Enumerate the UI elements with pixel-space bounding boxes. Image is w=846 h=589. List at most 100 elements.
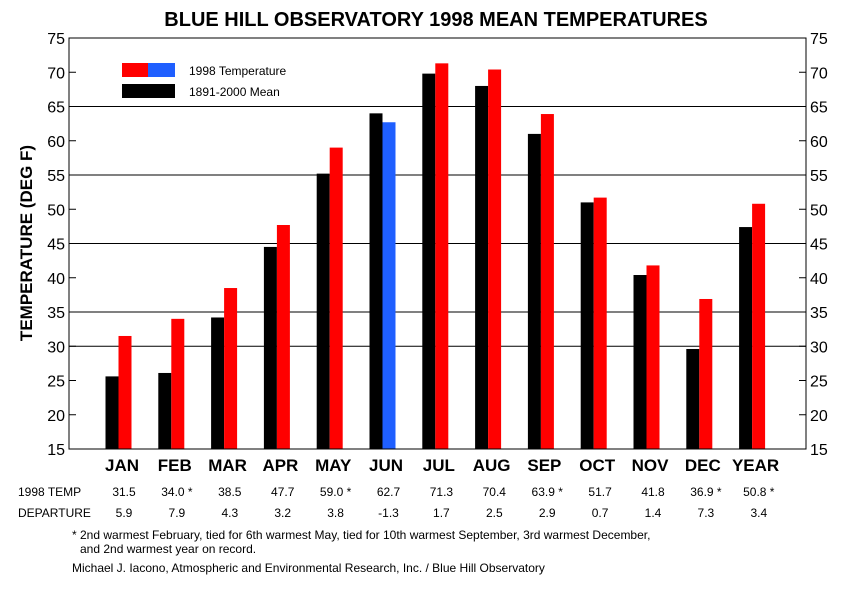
tick-right-label-75: 75 (810, 31, 828, 48)
category-label-aug: AUG (473, 456, 511, 475)
departure-value-feb: 7.9 (169, 506, 186, 520)
chart-title: BLUE HILL OBSERVATORY 1998 MEAN TEMPERAT… (164, 9, 707, 31)
footnote-line-2: and 2nd warmest year on record. (80, 542, 256, 556)
tick-left-label-25: 25 (47, 374, 65, 391)
bar-1998-sep (540, 114, 554, 449)
tick-left-label-65: 65 (47, 100, 65, 117)
departure-value-oct: 0.7 (592, 506, 609, 520)
tick-right-label-45: 45 (810, 237, 828, 254)
temp-value-feb: 34.0 * (161, 485, 193, 499)
departure-value-jul: 1.7 (433, 506, 450, 520)
temp-value-apr: 47.7 (271, 485, 295, 499)
legend-swatch-1998-red (122, 63, 148, 77)
bar-mean-sep (527, 133, 541, 449)
temp-value-jan: 31.5 (112, 485, 136, 499)
tick-right-label-65: 65 (810, 100, 828, 117)
y-axis-label: TEMPERATURE (DEG F) (17, 145, 36, 341)
tick-right-label-30: 30 (810, 339, 828, 356)
departure-value-jun: -1.3 (378, 506, 399, 520)
departure-value-aug: 2.5 (486, 506, 503, 520)
tick-left-label-40: 40 (47, 271, 65, 288)
departure-value-jan: 5.9 (116, 506, 133, 520)
y-axis-ticks: 15 15 20 20 25 25 30 30 35 35 40 40 45 45 50 50 55 55 60 60… (47, 31, 828, 459)
bar-mean-mar (211, 317, 225, 449)
x-axis-categories: JAN FEB MAR APR MAY JUN JUL AUG SEP OCT NOV DEC YEAR (105, 456, 779, 475)
temp-value-mar: 38.5 (218, 485, 242, 499)
table-row-label-departure: DEPARTURE (18, 506, 91, 520)
category-label-feb: FEB (158, 456, 192, 475)
bar-1998-feb (171, 318, 185, 449)
departure-value-dec: 7.3 (698, 506, 715, 520)
tick-left-label-60: 60 (47, 134, 65, 151)
bar-1998-mar (224, 288, 238, 449)
tick-left-label-30: 30 (47, 339, 65, 356)
tick-left-label-70: 70 (47, 65, 65, 82)
footnote-line-1: * 2nd warmest February, tied for 6th war… (72, 528, 650, 542)
bar-mean-feb (158, 372, 172, 449)
bar-mean-may (316, 173, 330, 449)
temp-value-aug: 70.4 (483, 485, 507, 499)
bar-mean-nov (633, 275, 647, 449)
bar-1998-may (329, 147, 343, 449)
bar-1998-jul (435, 63, 449, 449)
tick-left-label-75: 75 (47, 31, 65, 48)
bar-1998-dec (699, 298, 713, 449)
bar-mean-apr (263, 246, 277, 449)
tick-right-label-25: 25 (810, 374, 828, 391)
category-label-jul: JUL (423, 456, 455, 475)
bar-mean-jan (105, 376, 119, 449)
bar-1998-jun (382, 122, 396, 449)
bar-mean-year (739, 227, 753, 449)
tick-left-label-45: 45 (47, 237, 65, 254)
tick-left-label-20: 20 (47, 408, 65, 425)
table-row-label-temp: 1998 TEMP (18, 485, 81, 499)
category-label-jun: JUN (369, 456, 403, 475)
category-label-dec: DEC (685, 456, 721, 475)
tick-right-label-60: 60 (810, 134, 828, 151)
departure-value-year: 3.4 (750, 506, 767, 520)
departure-value-mar: 4.3 (221, 506, 238, 520)
temp-value-nov: 41.8 (641, 485, 665, 499)
category-label-mar: MAR (208, 456, 247, 475)
category-label-sep: SEP (527, 456, 561, 475)
bar-1998-year (752, 203, 766, 449)
bar-1998-jan (118, 335, 132, 449)
tick-right-label-40: 40 (810, 271, 828, 288)
bar-mean-oct (580, 202, 594, 449)
bar-mean-aug (475, 85, 489, 449)
category-label-may: MAY (315, 456, 352, 475)
temp-value-dec: 36.9 * (690, 485, 722, 499)
data-table: 31.5 5.9 34.0 * 7.9 38.5 4.3 47.7 3.2 59.0 * 3.8 6… (112, 485, 774, 520)
tick-left-label-15: 15 (47, 442, 65, 459)
temp-value-jul: 71.3 (430, 485, 454, 499)
legend-label-mean: 1891-2000 Mean (189, 85, 280, 99)
temp-value-sep: 63.9 * (532, 485, 564, 499)
bar-mean-dec (686, 348, 700, 449)
bar-mean-jul (422, 73, 436, 450)
temp-value-oct: 51.7 (588, 485, 612, 499)
bars (105, 63, 766, 450)
temp-value-year: 50.8 * (743, 485, 775, 499)
tick-right-label-15: 15 (810, 442, 828, 459)
tick-right-label-50: 50 (810, 202, 828, 219)
bar-1998-nov (646, 265, 660, 449)
bar-1998-aug (488, 69, 502, 449)
legend: 1998 Temperature 1891-2000 Mean (122, 63, 287, 99)
category-label-nov: NOV (632, 456, 670, 475)
category-label-oct: OCT (579, 456, 616, 475)
category-label-jan: JAN (105, 456, 139, 475)
departure-value-sep: 2.9 (539, 506, 556, 520)
bar-mean-jun (369, 113, 383, 449)
temp-value-jun: 62.7 (377, 485, 401, 499)
tick-left-label-35: 35 (47, 305, 65, 322)
tick-right-label-35: 35 (810, 305, 828, 322)
legend-swatch-mean (122, 84, 175, 98)
category-label-year: YEAR (732, 456, 779, 475)
tick-right-label-55: 55 (810, 168, 828, 185)
tick-right-label-70: 70 (810, 65, 828, 82)
credit-line: Michael J. Iacono, Atmospheric and Envir… (72, 561, 545, 575)
legend-label-1998: 1998 Temperature (189, 64, 287, 78)
tick-right-label-20: 20 (810, 408, 828, 425)
legend-swatch-1998-blue (148, 63, 175, 77)
